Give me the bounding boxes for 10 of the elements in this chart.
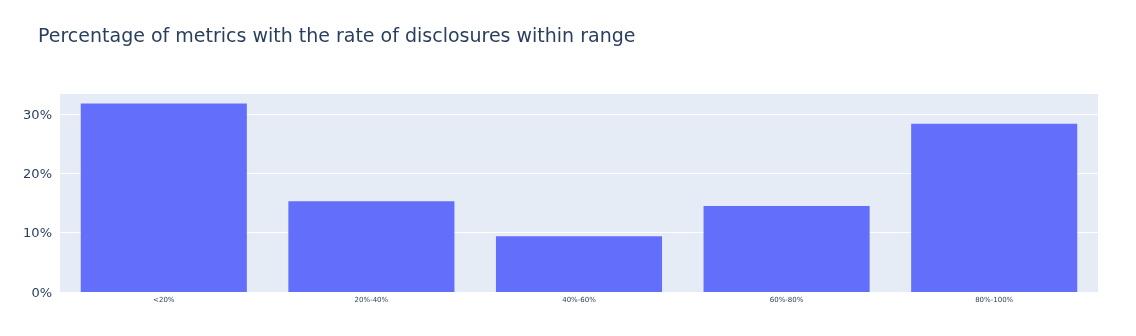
bar bbox=[495, 236, 663, 292]
bar bbox=[80, 103, 247, 292]
bar bbox=[911, 123, 1078, 292]
chart-title: Percentage of metrics with the rate of disclosures within range bbox=[38, 23, 636, 46]
bar bbox=[288, 201, 455, 292]
y-tick-label: 20% bbox=[23, 165, 52, 181]
y-tick-label: 10% bbox=[23, 225, 52, 241]
bar bbox=[703, 206, 870, 292]
y-tick-label: 0% bbox=[31, 284, 52, 300]
y-tick-label: 30% bbox=[23, 106, 52, 122]
